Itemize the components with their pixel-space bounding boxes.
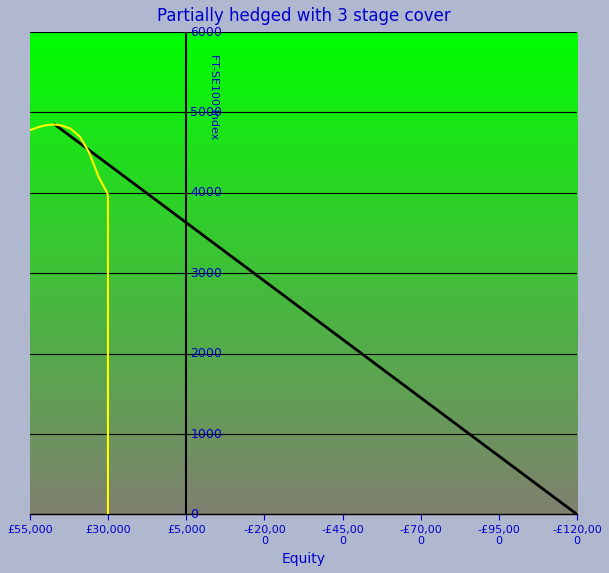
Title: Partially hedged with 3 stage cover: Partially hedged with 3 stage cover: [157, 7, 450, 25]
Text: 6000: 6000: [191, 26, 222, 38]
Text: 1000: 1000: [191, 427, 222, 441]
Text: FT-SE100 Index: FT-SE100 Index: [209, 54, 219, 139]
Text: 2000: 2000: [191, 347, 222, 360]
Text: 3000: 3000: [191, 267, 222, 280]
Text: 0: 0: [191, 508, 199, 521]
Text: 4000: 4000: [191, 186, 222, 199]
Text: 5000: 5000: [191, 106, 222, 119]
X-axis label: Equity: Equity: [281, 552, 325, 566]
